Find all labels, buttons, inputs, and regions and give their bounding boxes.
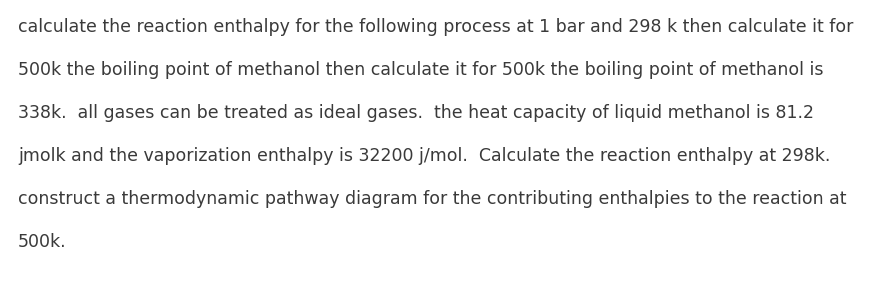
Text: 338k.  all gases can be treated as ideal gases.  the heat capacity of liquid met: 338k. all gases can be treated as ideal … [18, 104, 814, 122]
Text: construct a thermodynamic pathway diagram for the contributing enthalpies to the: construct a thermodynamic pathway diagra… [18, 190, 846, 208]
Text: calculate the reaction enthalpy for the following process at 1 bar and 298 k the: calculate the reaction enthalpy for the … [18, 18, 853, 36]
Text: 500k the boiling point of methanol then calculate it for 500k the boiling point : 500k the boiling point of methanol then … [18, 61, 823, 79]
Text: jmolk and the vaporization enthalpy is 32200 j/mol.  Calculate the reaction enth: jmolk and the vaporization enthalpy is 3… [18, 147, 830, 165]
Text: 500k.: 500k. [18, 233, 66, 251]
